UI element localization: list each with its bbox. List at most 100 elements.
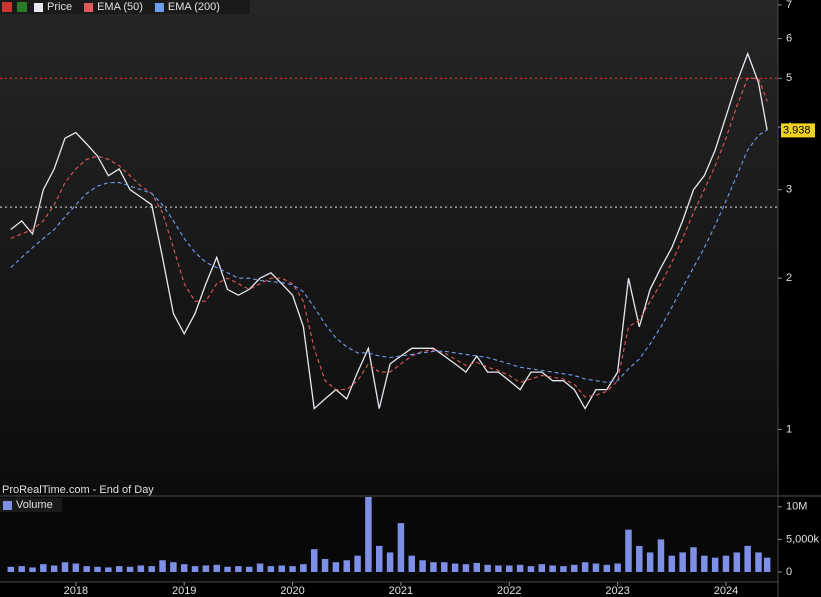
volume-bar: [83, 566, 90, 572]
icon[interactable]: [17, 2, 27, 12]
volume-bar: [603, 564, 611, 572]
volume-bar: [256, 563, 264, 572]
volume-bar: [289, 566, 296, 572]
volume-bar: [462, 564, 470, 572]
icon[interactable]: [2, 2, 12, 12]
last-price-label: 3.938: [783, 124, 811, 136]
volume-bar: [213, 564, 220, 572]
volume-bar: [18, 566, 25, 572]
volume-bar: [310, 549, 318, 572]
volume-bar: [365, 497, 372, 572]
volume-bar: [278, 565, 285, 572]
volume-bar: [430, 562, 437, 572]
x-tick-label: 2024: [714, 585, 738, 597]
legend-label: EMA (200): [168, 1, 220, 13]
volume-bar: [115, 566, 123, 572]
volume-bar: [451, 563, 459, 572]
y-tick-label: 3: [786, 184, 792, 196]
legend-swatch: [34, 3, 43, 12]
volume-bar: [159, 560, 166, 572]
y-tick-label: 5: [786, 72, 792, 84]
x-tick-label: 2021: [389, 585, 413, 597]
legend-label: EMA (50): [97, 1, 143, 13]
volume-bar: [668, 555, 676, 572]
y-tick-label: 10M: [786, 501, 807, 513]
legend-swatch: [154, 3, 164, 12]
volume-bar: [516, 564, 524, 572]
y-tick-label: 7: [786, 0, 792, 11]
volume-bar: [473, 562, 481, 572]
volume-bar: [386, 552, 394, 572]
volume-bar: [657, 539, 665, 572]
volume-bar: [397, 523, 405, 572]
ema-line: [10, 77, 768, 398]
volume-bar: [94, 566, 101, 572]
volume-bar: [527, 566, 535, 572]
volume-bar: [581, 562, 589, 572]
source-label: ProRealTime.com - End of Day: [2, 484, 154, 496]
ema-line: [10, 129, 768, 383]
volume-bar: [419, 560, 426, 572]
volume-bar: [441, 562, 448, 572]
volume-bar: [549, 565, 556, 572]
x-tick-label: 2022: [497, 585, 521, 597]
volume-bar: [636, 545, 643, 572]
x-tick-label: 2023: [605, 585, 629, 597]
volume-bar: [40, 564, 47, 572]
volume-bar: [755, 552, 762, 572]
volume-bar: [733, 552, 741, 572]
volume-bar: [763, 557, 771, 572]
volume-bar: [191, 566, 199, 572]
volume-bar: [679, 552, 686, 572]
last-price-box: [781, 123, 815, 138]
volume-bar: [235, 566, 242, 572]
legend: Price EMA (50) EMA (200): [0, 0, 250, 14]
volume-bar: [701, 555, 708, 572]
volume-bar: [495, 565, 502, 572]
volume-bar: [646, 552, 654, 572]
y-tick-label: 5,000k: [786, 533, 820, 545]
volume-bar: [300, 564, 307, 572]
volume-bar: [711, 557, 719, 572]
volume-bar: [224, 566, 231, 572]
volume-bar: [202, 565, 210, 572]
volume-legend-swatch: [3, 501, 12, 510]
y-tick-label: 2: [786, 272, 792, 284]
volume-bar: [343, 560, 350, 572]
volume-bar: [375, 545, 383, 572]
volume-legend-bg: [0, 498, 62, 512]
volume-bar: [321, 558, 329, 572]
legend-bg: [0, 0, 250, 14]
volume-bar: [148, 566, 155, 572]
volume-bar: [625, 529, 632, 572]
volume-bar: [506, 565, 513, 572]
volume-bar: [105, 567, 112, 572]
volume-bar: [170, 562, 177, 572]
volume-bar: [245, 566, 253, 572]
volume-bar: [408, 555, 416, 572]
volume-bar: [50, 565, 58, 572]
legend-label: Price: [47, 1, 72, 13]
x-tick-label: 2018: [64, 585, 88, 597]
volume-bar: [137, 565, 145, 572]
volume-bar: [61, 562, 69, 572]
volume-bar: [614, 563, 621, 572]
x-tick-label: 2020: [280, 585, 304, 597]
volume-bar: [7, 566, 15, 572]
volume-bar: [354, 555, 361, 572]
y-tick-label: 1: [786, 423, 792, 435]
volume-bar: [722, 555, 730, 572]
volume-bar: [690, 547, 697, 572]
volume-bar: [560, 566, 567, 572]
volume-bar: [180, 564, 188, 572]
volume-bar: [267, 566, 275, 572]
volume-legend: Volume: [16, 499, 53, 511]
volume-bar: [571, 564, 578, 572]
y-tick-label: 0: [786, 566, 792, 578]
legend-swatch: [84, 3, 94, 12]
volume-bar: [72, 563, 80, 572]
volume-bar: [126, 566, 134, 572]
volume-bar: [592, 563, 600, 572]
